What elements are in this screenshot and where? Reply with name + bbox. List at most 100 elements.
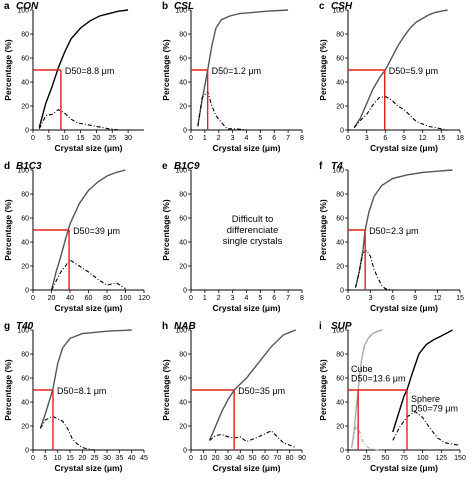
y-tick-label: 0 xyxy=(183,288,187,295)
y-tick-label: 60 xyxy=(21,216,29,223)
panel-letter: b xyxy=(162,1,168,12)
x-tick-label: 25 xyxy=(363,455,371,462)
y-tick-label: 0 xyxy=(183,128,187,135)
x-axis-label: Crystal size (μm) xyxy=(212,463,280,473)
x-tick-label: 20 xyxy=(48,295,56,302)
panel-letter: d xyxy=(4,161,10,172)
y-tick-label: 20 xyxy=(179,264,187,271)
y-tick-label: 80 xyxy=(179,32,187,39)
y-tick-label: 0 xyxy=(25,128,29,135)
y-tick-label: 40 xyxy=(336,80,344,87)
y-tick-label: 60 xyxy=(179,216,187,223)
distribution-line xyxy=(209,430,296,449)
d50-label: D50=8.1 μm xyxy=(57,386,106,396)
y-tick-label: 80 xyxy=(179,352,187,359)
x-tick-label: 0 xyxy=(189,295,193,302)
y-tick-label: 20 xyxy=(179,424,187,431)
panel-b1c3: 0 20 40 60 80 100 0 20 40 60 80 100 120 Crystal size … xyxy=(3,161,150,313)
cube-d50-label: D50=13.6 μm xyxy=(351,374,405,384)
x-tick-label: 0 xyxy=(189,455,193,462)
x-tick-label: 75 xyxy=(400,455,408,462)
y-tick-label: 80 xyxy=(179,192,187,199)
panel-note-line: Difficult to xyxy=(232,214,274,225)
y-tick-label: 100 xyxy=(332,168,344,175)
y-tick-label: 40 xyxy=(21,400,29,407)
y-tick-label: 100 xyxy=(175,328,187,335)
panel-note-line: differenciate xyxy=(227,225,279,236)
y-tick-label: 40 xyxy=(179,240,187,247)
x-tick-label: 100 xyxy=(120,295,132,302)
x-tick-label: 18 xyxy=(456,135,464,142)
y-tick-label: 80 xyxy=(336,32,344,39)
x-tick-label: 40 xyxy=(128,455,136,462)
x-tick-label: 3 xyxy=(368,295,372,302)
panel-letter: i xyxy=(319,321,322,332)
y-tick-label: 80 xyxy=(21,352,29,359)
x-tick-label: 0 xyxy=(346,295,350,302)
x-tick-label: 50 xyxy=(249,455,257,462)
panel-title: B1C9 xyxy=(174,161,200,172)
distribution-line xyxy=(353,95,448,131)
y-tick-label: 0 xyxy=(183,448,187,455)
x-tick-label: 0 xyxy=(189,135,193,142)
x-axis-label: Crystal size (μm) xyxy=(212,303,280,313)
x-axis-label: Crystal size (μm) xyxy=(54,303,122,313)
cumulative-line xyxy=(38,9,129,128)
x-tick-label: 15 xyxy=(77,135,85,142)
y-axis-label: Percentage (%) xyxy=(3,199,13,261)
y-tick-label: 20 xyxy=(179,104,187,111)
panel-title: NAB xyxy=(174,321,196,332)
x-tick-label: 30 xyxy=(103,455,111,462)
x-tick-label: 6 xyxy=(391,295,395,302)
cumulative-line xyxy=(208,329,297,441)
y-tick-label: 20 xyxy=(336,424,344,431)
x-tick-label: 5 xyxy=(258,135,262,142)
x-tick-label: 15 xyxy=(456,295,464,302)
panel-csh: 0 20 40 60 80 100 0 3 6 9 12 15 18 Crystal size (μm) P… xyxy=(318,1,464,153)
panel-sup: 0 20 40 60 80 100 0 25 50 75 100 125 150 Crystal size… xyxy=(318,321,466,473)
x-tick-label: 20 xyxy=(93,135,101,142)
sphere-label: Sphere xyxy=(411,394,440,404)
x-tick-label: 5 xyxy=(43,455,47,462)
x-tick-label: 4 xyxy=(245,295,249,302)
x-tick-label: 70 xyxy=(273,455,281,462)
x-tick-label: 12 xyxy=(419,135,427,142)
panel-title: CSH xyxy=(331,1,353,12)
x-tick-label: 2 xyxy=(217,135,221,142)
y-tick-label: 20 xyxy=(21,424,29,431)
y-tick-label: 60 xyxy=(179,56,187,63)
x-tick-label: 9 xyxy=(413,295,417,302)
panel-title: B1C3 xyxy=(16,161,42,172)
y-tick-label: 0 xyxy=(340,128,344,135)
sphere-d50-label: D50=79 μm xyxy=(411,404,458,414)
x-axis-label: Crystal size (μm) xyxy=(370,143,438,153)
y-axis-label: Percentage (%) xyxy=(318,199,328,261)
panel-letter: h xyxy=(162,321,168,332)
x-tick-label: 10 xyxy=(199,455,207,462)
y-tick-label: 40 xyxy=(336,400,344,407)
y-axis-label: Percentage (%) xyxy=(161,39,171,101)
y-tick-label: 100 xyxy=(175,8,187,15)
y-axis-label: Percentage (%) xyxy=(318,39,328,101)
x-tick-label: 0 xyxy=(31,295,35,302)
x-tick-label: 6 xyxy=(383,135,387,142)
x-tick-label: 5 xyxy=(258,295,262,302)
y-axis-label: Percentage (%) xyxy=(3,359,13,421)
x-tick-label: 0 xyxy=(346,455,350,462)
x-tick-label: 15 xyxy=(66,455,74,462)
y-tick-label: 40 xyxy=(179,80,187,87)
x-tick-label: 20 xyxy=(212,455,220,462)
x-tick-label: 20 xyxy=(78,455,86,462)
y-tick-label: 0 xyxy=(25,288,29,295)
cumulative-line xyxy=(353,9,448,128)
d50-label: D50=35 μm xyxy=(238,386,285,396)
x-tick-label: 1 xyxy=(203,295,207,302)
cube-label: Cube xyxy=(351,364,373,374)
y-tick-label: 60 xyxy=(336,56,344,63)
panel-title: SUP xyxy=(331,321,352,332)
x-tick-label: 60 xyxy=(85,295,93,302)
x-tick-label: 150 xyxy=(454,455,466,462)
y-tick-label: 40 xyxy=(336,240,344,247)
